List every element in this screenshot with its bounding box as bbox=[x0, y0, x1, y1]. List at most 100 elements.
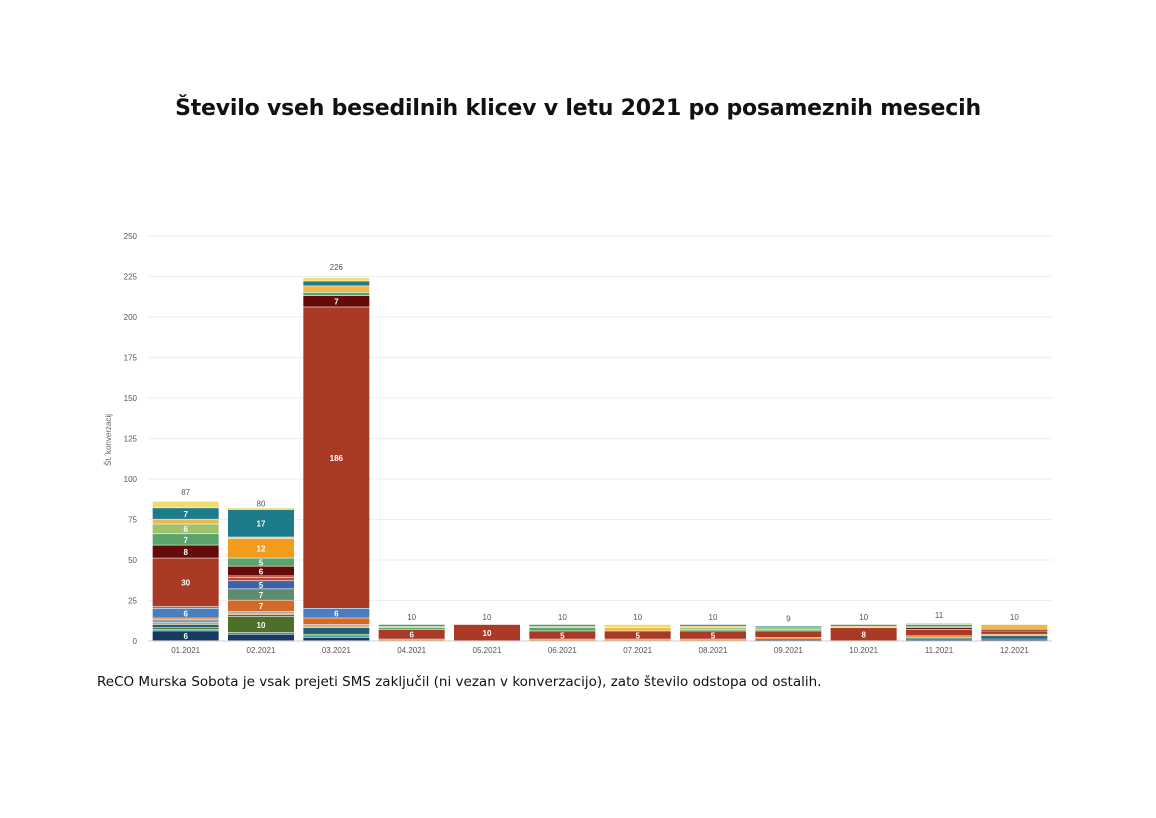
segment-value-label: 8 bbox=[183, 548, 188, 557]
bar-segment bbox=[228, 576, 294, 578]
bar-segment bbox=[152, 606, 219, 608]
segment-value-label: 7 bbox=[183, 510, 188, 519]
bar-segment bbox=[755, 631, 822, 638]
bar-segment bbox=[228, 558, 294, 566]
y-tick-label: 75 bbox=[128, 516, 137, 525]
x-tick-label: 07.2021 bbox=[623, 646, 652, 655]
y-tick-label: 0 bbox=[133, 637, 138, 646]
bar-total-label: 10 bbox=[1010, 613, 1019, 622]
x-tick-label: 11.2021 bbox=[925, 646, 954, 655]
bar-segment bbox=[680, 639, 746, 641]
bar-segment bbox=[228, 581, 294, 589]
bar-segment bbox=[303, 295, 370, 307]
bar-total-label: 9 bbox=[786, 614, 791, 623]
x-tick-label: 09.2021 bbox=[774, 646, 803, 655]
bar-total-label: 10 bbox=[709, 613, 718, 622]
bar-segment bbox=[152, 619, 219, 623]
y-tick-label: 100 bbox=[124, 475, 138, 484]
bar-segment bbox=[906, 628, 972, 630]
bar-segment bbox=[228, 615, 294, 617]
bar-segment bbox=[454, 624, 520, 641]
bar-segment bbox=[303, 637, 370, 641]
bar-segment bbox=[604, 631, 671, 639]
bar-segment bbox=[830, 626, 897, 628]
bar-segment bbox=[303, 618, 370, 625]
segment-value-label: 8 bbox=[861, 631, 866, 640]
bar-segment bbox=[906, 626, 972, 628]
bar-segment bbox=[152, 629, 219, 631]
bar-segment bbox=[152, 608, 219, 618]
bar-segment bbox=[152, 618, 219, 620]
bar-segment bbox=[529, 626, 596, 628]
y-tick-label: 50 bbox=[128, 556, 137, 565]
bar-segment bbox=[228, 632, 294, 634]
bar-segment bbox=[604, 624, 671, 628]
bar-segment bbox=[378, 624, 445, 626]
x-tick-label: 02.2021 bbox=[247, 646, 276, 655]
bar-total-label: 11 bbox=[935, 611, 944, 620]
bar-segment bbox=[303, 636, 370, 638]
bar-segment bbox=[303, 626, 370, 628]
bar-segment bbox=[529, 631, 596, 639]
bar-segment bbox=[529, 639, 596, 641]
bar-segment bbox=[906, 636, 972, 638]
bar-segment bbox=[303, 278, 370, 281]
bar-segment bbox=[680, 628, 746, 630]
x-tick-label: 03.2021 bbox=[322, 646, 351, 655]
x-tick-label: 01.2021 bbox=[171, 646, 200, 655]
bar-segment bbox=[152, 524, 219, 534]
bar-segment bbox=[228, 634, 294, 641]
bar-segment bbox=[152, 558, 219, 607]
y-tick-label: 125 bbox=[124, 435, 138, 444]
x-axis-ticks: 01.2021 02.2021 03.2021 04.2021 05.2021 06.20… bbox=[171, 646, 1029, 655]
bar-total-label: 80 bbox=[257, 499, 266, 508]
bar-segment bbox=[228, 509, 294, 537]
segment-value-label: 5 bbox=[259, 581, 264, 590]
segment-value-label: 12 bbox=[257, 545, 266, 554]
bar-total-label: 10 bbox=[633, 613, 642, 622]
bar-segment bbox=[228, 611, 294, 613]
y-tick-label: 250 bbox=[124, 232, 138, 241]
bar-segment bbox=[981, 634, 1048, 636]
bar-segment bbox=[529, 624, 596, 626]
segment-value-label: 30 bbox=[181, 579, 190, 588]
y-axis-ticks: 0 25 50 75 100 125 150 175 200 225 250 bbox=[124, 232, 138, 646]
bars bbox=[152, 278, 1048, 641]
bar-segment bbox=[228, 616, 294, 633]
segment-value-label: 5 bbox=[560, 631, 565, 640]
y-axis-label: Št. konverzacij bbox=[104, 414, 113, 466]
segment-value-label: 7 bbox=[259, 602, 264, 611]
bar-segment bbox=[228, 577, 294, 581]
bar-segment bbox=[680, 631, 746, 639]
segment-value-label: 10 bbox=[483, 629, 492, 638]
bar-segment bbox=[228, 613, 294, 615]
x-tick-label: 08.2021 bbox=[699, 646, 728, 655]
bar-segment bbox=[378, 629, 445, 639]
segment-value-label: 186 bbox=[330, 454, 344, 463]
bar-segment bbox=[228, 508, 294, 510]
bar-segment bbox=[830, 624, 897, 626]
segment-value-label: 7 bbox=[259, 591, 264, 600]
bar-segment bbox=[228, 538, 294, 558]
bar-segment bbox=[604, 639, 671, 641]
bar-segment bbox=[906, 623, 972, 625]
bar-segment bbox=[152, 545, 219, 558]
segment-value-label: 6 bbox=[409, 631, 414, 640]
bar-segment bbox=[830, 628, 897, 641]
bar-segment bbox=[228, 537, 294, 539]
bar-segment bbox=[228, 600, 294, 612]
bar-segment bbox=[604, 628, 671, 631]
bar-segment bbox=[303, 624, 370, 626]
bar-segment bbox=[680, 624, 746, 626]
x-tick-label: 05.2021 bbox=[473, 646, 502, 655]
segment-value-label: 5 bbox=[635, 631, 640, 640]
bar-segment bbox=[906, 639, 972, 641]
bar-segment bbox=[680, 626, 746, 628]
bar-total-label: 10 bbox=[558, 613, 567, 622]
segment-value-label: 17 bbox=[257, 520, 266, 529]
bar-segment bbox=[152, 623, 219, 625]
bar-segment bbox=[152, 519, 219, 524]
bar-total-label: 10 bbox=[407, 613, 416, 622]
footnote: ReCO Murska Sobota je vsak prejeti SMS z… bbox=[97, 674, 822, 690]
